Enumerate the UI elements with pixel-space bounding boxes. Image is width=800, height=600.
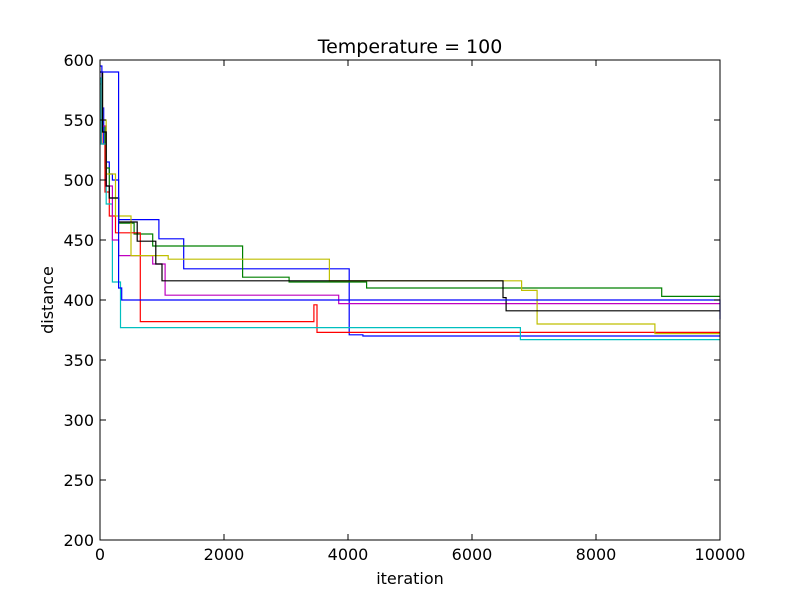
x-axis-label: iteration bbox=[376, 569, 444, 588]
x-tick-label: 2000 bbox=[204, 545, 245, 564]
y-tick-label: 250 bbox=[63, 471, 94, 490]
y-tick-label: 400 bbox=[63, 291, 94, 310]
y-tick-label: 550 bbox=[63, 111, 94, 130]
y-tick-label: 350 bbox=[63, 351, 94, 370]
series-line-4 bbox=[100, 77, 720, 341]
series-layer bbox=[100, 65, 721, 341]
x-tick-label: 4000 bbox=[328, 545, 369, 564]
y-tick-label: 450 bbox=[63, 231, 94, 250]
x-tick-label: 8000 bbox=[576, 545, 617, 564]
y-tick-label: 600 bbox=[63, 51, 94, 70]
y-axis-label: distance bbox=[38, 266, 57, 334]
y-tick-label: 200 bbox=[63, 531, 94, 550]
tick-layer: 0 2000 4000 6000 8000 10000 200 250 300 350 400 450… bbox=[63, 51, 745, 564]
series-line-8 bbox=[100, 71, 721, 320]
x-tick-label: 6000 bbox=[452, 545, 493, 564]
y-tick-label: 500 bbox=[63, 171, 94, 190]
series-line-6 bbox=[100, 71, 720, 335]
y-tick-label: 300 bbox=[63, 411, 94, 430]
x-tick-label: 10000 bbox=[695, 545, 746, 564]
x-tick-label: 0 bbox=[95, 545, 105, 564]
series-line-7 bbox=[100, 71, 720, 312]
chart-title: Temperature = 100 bbox=[317, 36, 503, 58]
